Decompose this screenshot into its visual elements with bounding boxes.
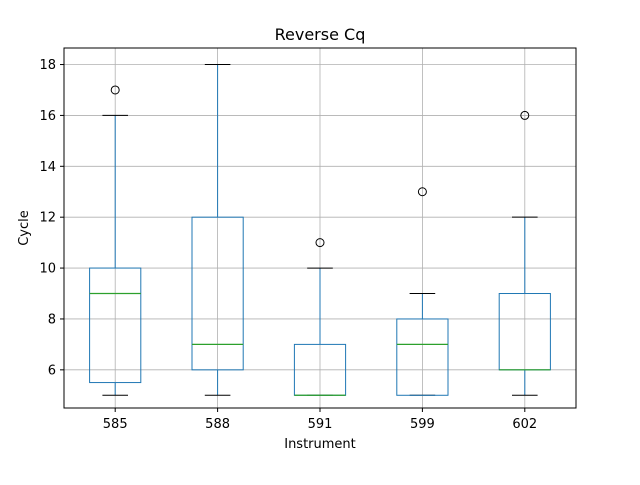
y-tick-label: 12 <box>39 211 56 226</box>
y-tick-label: 14 <box>39 160 56 175</box>
grid <box>64 48 576 408</box>
outlier-point <box>315 238 325 248</box>
outlier-point <box>520 110 530 120</box>
chart-title: Reverse Cq <box>275 25 366 44</box>
x-tick-label: 588 <box>205 417 230 432</box>
x-tick-label: 591 <box>308 417 333 432</box>
box-group-599 <box>396 187 449 396</box>
axes: 6 8 10 12 14 16 18 585 588 591 599 602 <box>39 47 577 432</box>
y-tick-label: 18 <box>39 58 56 73</box>
boxes <box>89 64 551 396</box>
box-group-602 <box>498 110 551 396</box>
x-tick-label: 585 <box>103 417 128 432</box>
box-group-588 <box>191 64 244 396</box>
outlier-point <box>110 85 120 95</box>
y-tick-label: 16 <box>39 109 56 124</box>
x-axis-label: Instrument <box>284 437 356 452</box>
box-iqr <box>191 216 244 371</box>
outlier-point <box>417 187 427 197</box>
x-tick-label: 602 <box>512 417 537 432</box>
box-group-591 <box>293 238 347 396</box>
box-iqr <box>89 267 142 384</box>
y-axis-label: Cycle <box>17 210 32 246</box>
y-tick-label: 8 <box>48 312 56 327</box>
x-tick-label: 599 <box>410 417 435 432</box>
y-tick-label: 10 <box>39 262 56 277</box>
box-group-585 <box>89 85 142 396</box>
box-iqr <box>396 318 449 396</box>
y-tick-label: 6 <box>48 363 56 378</box>
